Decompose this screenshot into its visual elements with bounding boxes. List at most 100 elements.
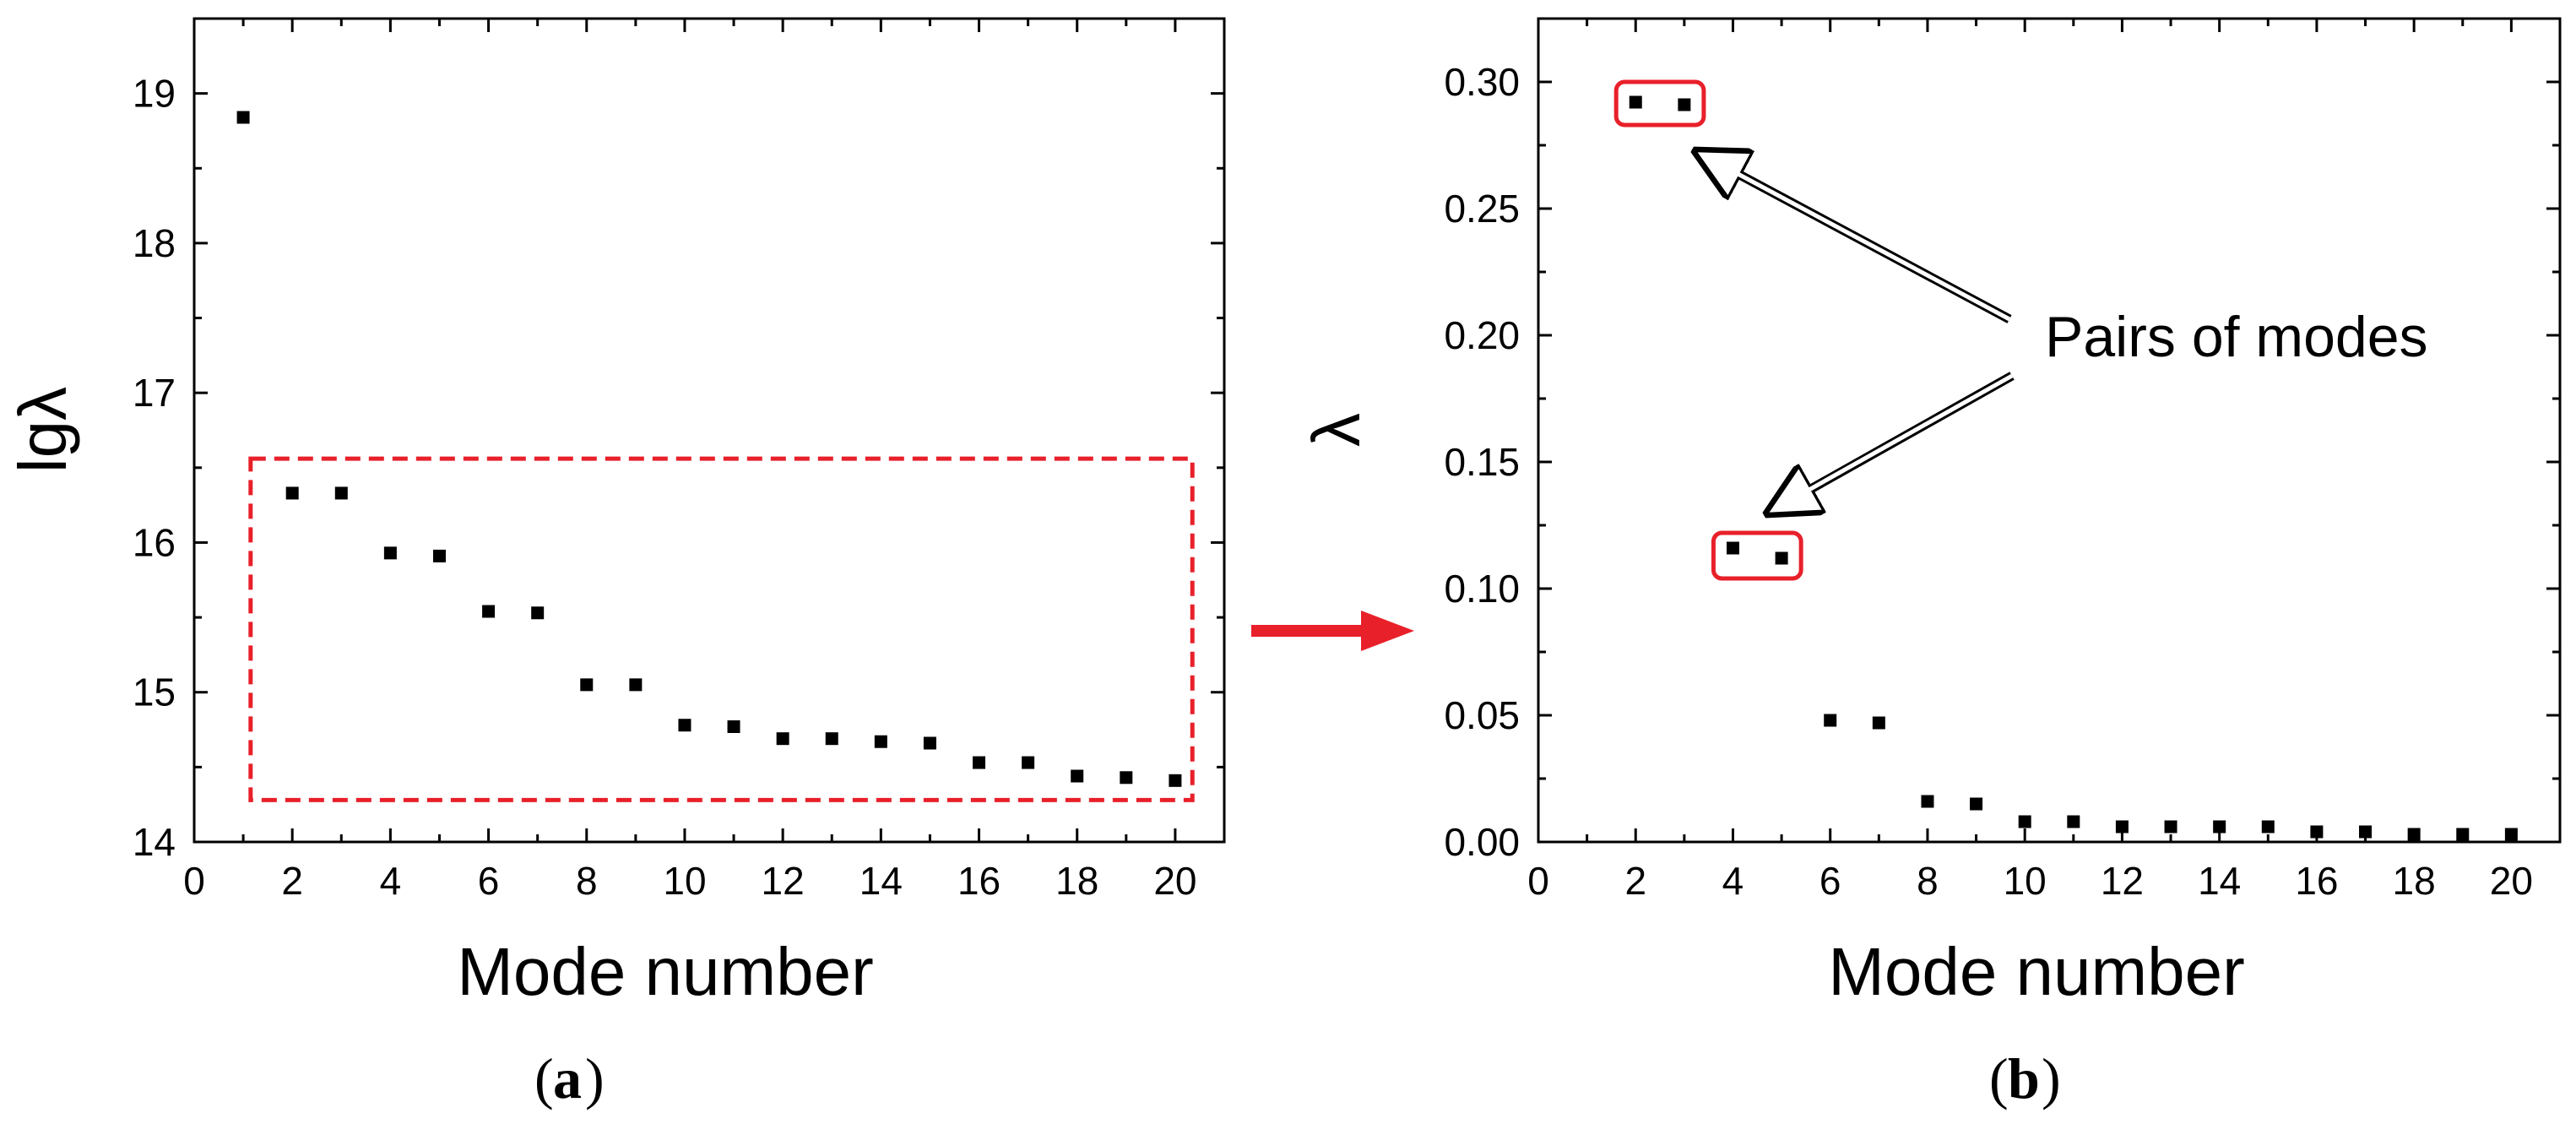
x-tick-label: 0 xyxy=(183,859,205,903)
tick-marks xyxy=(1537,17,2562,844)
pairs-arrow-upper-inner xyxy=(1719,162,2011,322)
data-point xyxy=(1071,769,1084,783)
pairs-of-modes-label: Pairs of modes xyxy=(2045,305,2428,369)
data-point xyxy=(1872,716,1885,730)
x-tick-label: 10 xyxy=(663,859,706,903)
data-point xyxy=(2504,828,2518,841)
data-point xyxy=(727,720,740,733)
data-point xyxy=(1970,797,1983,811)
x-axis-label: Mode number xyxy=(1828,934,2245,1009)
x-tick-label: 10 xyxy=(2004,859,2047,903)
caption-a-label: a xyxy=(553,1046,582,1110)
x-tick-labels: 0 2 4 6 8 10 12 14 16 18 20 xyxy=(183,859,1196,903)
data-point xyxy=(1921,795,1934,808)
data-point xyxy=(531,606,545,620)
x-tick-label: 14 xyxy=(2198,859,2241,903)
x-tick-label: 6 xyxy=(1819,859,1841,903)
annotation-layer xyxy=(248,456,1195,802)
x-tick-label: 14 xyxy=(860,859,903,903)
plot-frame xyxy=(193,17,1226,844)
panel-b: 0 2 4 6 8 10 12 14 16 18 20 0.000.050.100.150.200.… xyxy=(1299,17,2562,1009)
pairs-arrow-lower-inner xyxy=(1791,373,2014,502)
data-points xyxy=(1629,95,2518,841)
annotation-layer xyxy=(1613,79,1803,581)
highlight-region-box xyxy=(248,456,1195,802)
data-point xyxy=(383,546,397,560)
data-point xyxy=(874,735,887,748)
y-tick-label: 0.30 xyxy=(1444,60,1520,104)
y-axis-label: λ xyxy=(1299,413,1374,447)
data-point xyxy=(2164,820,2177,833)
y-tick-label: 19 xyxy=(133,72,176,116)
data-point xyxy=(1022,756,1035,769)
connector-arrow-head xyxy=(1361,611,1414,651)
data-point xyxy=(2456,828,2470,841)
y-tick-labels: 0.00 0.05 0.10 0.15 0.20 0.25 0.30 xyxy=(1444,60,1520,864)
data-point xyxy=(1120,771,1133,785)
y-tick-label: 0.05 xyxy=(1444,693,1520,737)
data-point xyxy=(1169,774,1182,787)
x-tick-label: 2 xyxy=(1624,859,1646,903)
data-point xyxy=(678,719,691,732)
x-tick-label: 16 xyxy=(957,859,1001,903)
x-tick-label: 8 xyxy=(576,859,598,903)
data-point xyxy=(776,732,789,746)
caption-b: ( b ) xyxy=(1989,1046,2061,1110)
data-point xyxy=(2407,828,2421,841)
y-tick-label: 0.10 xyxy=(1444,567,1520,611)
x-tick-label: 18 xyxy=(2393,859,2436,903)
y-tick-label: 15 xyxy=(133,671,176,714)
y-tick-label: 14 xyxy=(133,820,176,864)
svg-text:(: ( xyxy=(534,1046,554,1110)
data-point xyxy=(482,605,496,618)
y-tick-label: 16 xyxy=(133,520,176,564)
mode-pair-box xyxy=(1711,530,1803,581)
y-tick-label: 0.20 xyxy=(1444,313,1520,357)
x-tick-label: 16 xyxy=(2295,859,2338,903)
mode-pair-box xyxy=(1613,79,1706,128)
x-tick-labels: 0 2 4 6 8 10 12 14 16 18 20 xyxy=(1527,859,2533,903)
data-point xyxy=(334,486,348,500)
data-point xyxy=(236,111,250,124)
data-point xyxy=(2018,815,2031,828)
y-tick-label: 18 xyxy=(133,221,176,265)
data-point xyxy=(2115,820,2129,833)
x-tick-label: 0 xyxy=(1527,859,1549,903)
x-tick-label: 12 xyxy=(762,859,805,903)
y-tick-label: 0.15 xyxy=(1444,440,1520,484)
data-point xyxy=(285,486,299,500)
data-point xyxy=(1824,714,1837,727)
y-axis-label: lgλ xyxy=(5,387,80,473)
data-point xyxy=(1629,95,1642,109)
tick-marks xyxy=(193,17,1226,844)
caption-b-label: b xyxy=(2008,1046,2040,1110)
x-tick-label: 12 xyxy=(2101,859,2144,903)
svg-text:): ) xyxy=(2042,1046,2061,1110)
x-tick-label: 6 xyxy=(478,859,500,903)
data-point xyxy=(629,678,643,692)
data-point xyxy=(825,732,838,746)
data-point xyxy=(2310,825,2324,839)
x-tick-label: 2 xyxy=(281,859,303,903)
y-tick-label: 0.00 xyxy=(1444,820,1520,864)
x-tick-label: 4 xyxy=(1722,859,1744,903)
x-tick-label: 20 xyxy=(1153,859,1196,903)
data-point xyxy=(923,736,936,750)
data-point xyxy=(2261,820,2275,833)
data-point xyxy=(1775,551,1788,565)
data-points xyxy=(236,111,1182,787)
x-tick-label: 4 xyxy=(380,859,402,903)
x-tick-label: 18 xyxy=(1055,859,1098,903)
x-tick-label: 8 xyxy=(1917,859,1939,903)
data-point xyxy=(2359,825,2373,839)
y-tick-labels: 14 15 16 17 18 19 xyxy=(133,72,176,864)
svg-text:): ) xyxy=(585,1046,605,1110)
data-point xyxy=(973,756,986,769)
y-tick-label: 17 xyxy=(133,371,176,415)
caption-a: ( a ) xyxy=(534,1046,605,1110)
x-axis-label: Mode number xyxy=(457,934,874,1009)
plot-frame xyxy=(1537,17,2562,844)
data-point xyxy=(2213,820,2226,833)
panel-a: 0 2 4 6 8 10 12 14 16 18 20 14 15 16 17 18 19 Mode numb… xyxy=(5,17,1226,1009)
